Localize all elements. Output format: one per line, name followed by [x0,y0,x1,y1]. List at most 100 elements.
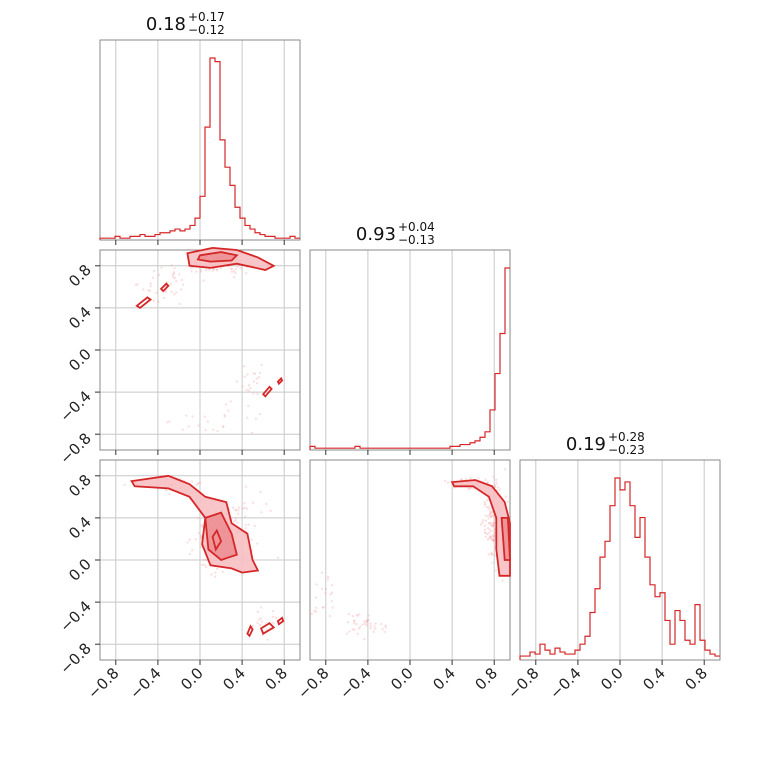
contour-line-outer [450,479,511,577]
x-tick-label-2-1-2: 0.0 [387,664,417,694]
x-tick-label-2-2-1: −0.4 [546,664,584,702]
sample-point [204,558,208,562]
sample-point [491,561,494,565]
sample-point [314,596,318,599]
sample-point [470,487,473,490]
sample-point [255,542,259,545]
sample-point [230,267,233,271]
sample-point [366,619,370,622]
sample-point [169,282,173,286]
y-tick-label-1-0-1: −0.4 [56,387,94,425]
sample-point [365,621,368,624]
sample-point [200,270,203,273]
sample-point [329,593,332,596]
y-tick-label-2-0-4: 0.8 [65,471,95,501]
sample-point [191,415,194,418]
sample-point [197,424,200,427]
sample-point [190,270,193,273]
sample-point [504,495,507,498]
sample-point [257,376,261,379]
sample-point [492,521,496,524]
sample-point [181,428,185,431]
sample-point [252,380,256,383]
sample-point [492,539,495,542]
sample-point [178,302,181,306]
sample-point [180,288,183,291]
sample-point [180,278,184,282]
sample-point [490,536,493,539]
sample-point [321,606,325,609]
sample-point [365,619,369,623]
sample-point [243,365,246,368]
sample-point [491,538,495,542]
sample-point [243,515,247,518]
sample-point [356,632,359,635]
sample-point [196,482,199,486]
contour-line-outer [186,246,276,271]
sample-point [492,523,495,526]
sample-point [363,620,366,623]
x-tick-label-2-0-3: 0.4 [219,664,249,694]
sample-point [248,384,251,387]
sample-point [326,575,330,578]
sample-point [365,619,368,623]
sample-point [202,279,205,282]
sample-point [255,382,259,385]
contour-line-island [276,616,285,626]
sample-point [241,385,244,388]
sample-point [488,537,491,540]
sample-point [491,514,494,517]
sample-point [249,386,252,390]
sample-point [367,614,370,617]
sample-point [490,522,493,525]
sample-point [155,291,158,295]
contour-fill-outer [131,475,258,573]
sample-point [485,499,489,502]
sample-point [224,403,228,406]
sample-point [236,512,240,516]
contour-line-inner [204,511,238,562]
sample-point [243,502,246,505]
sample-point [484,478,487,481]
sample-point [468,486,471,490]
sample-point [203,415,206,418]
sample-point [166,421,169,424]
sample-point [213,575,217,578]
sample-point [491,515,494,518]
sample-point [443,479,447,483]
samples-1-0 [134,253,263,435]
sample-point [207,268,211,271]
sample-point [204,566,208,569]
sample-point [123,483,126,487]
sample-point [186,541,190,544]
sample-point [205,268,208,272]
sample-point [490,552,494,556]
sample-point [276,556,280,560]
sample-point [216,567,219,571]
sample-point [493,485,497,489]
sample-point [492,539,496,542]
sample-point [485,506,489,509]
sample-point [256,621,259,625]
sample-point [488,528,491,531]
contour-line-island [259,622,276,636]
sample-point [152,299,155,303]
sample-point [195,483,199,486]
sample-point [216,430,219,433]
sample-point [152,269,156,273]
sample-point [494,554,497,557]
sample-point [258,371,262,375]
sample-point [320,587,324,591]
sample-point [494,569,498,572]
sample-point [495,481,498,485]
sample-point [259,606,263,609]
sample-point [324,592,327,595]
sample-point [326,578,330,581]
sample-point [491,533,494,537]
sample-point [369,626,372,630]
sample-point [260,363,263,367]
sample-point [489,512,492,515]
sample-point [491,553,494,556]
sample-point [493,522,496,525]
sample-point [237,509,240,512]
